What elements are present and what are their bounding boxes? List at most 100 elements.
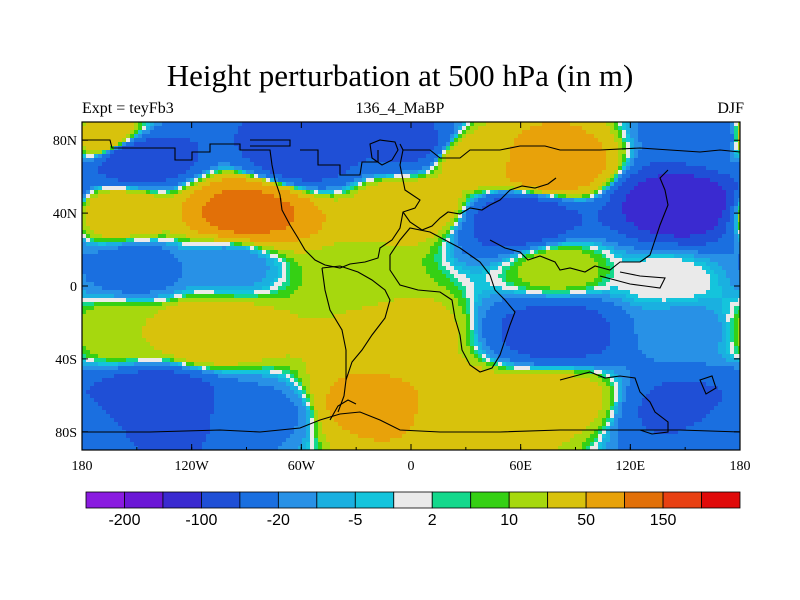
field-cell (210, 194, 215, 199)
field-cell (270, 390, 275, 395)
field-cell (226, 138, 231, 143)
field-cell (322, 414, 327, 419)
field-cell (130, 426, 135, 431)
field-cell (130, 386, 135, 391)
field-cell (182, 130, 187, 135)
field-cell (298, 438, 303, 443)
field-cell (198, 306, 203, 311)
field-cell (134, 130, 139, 135)
field-cell (90, 218, 95, 223)
field-cell (258, 250, 263, 255)
field-cell (182, 318, 187, 323)
field-cell (150, 254, 155, 259)
field-cell (318, 394, 323, 399)
field-cell (246, 142, 251, 147)
field-cell (238, 126, 243, 131)
field-cell (122, 278, 127, 283)
field-cell (234, 214, 239, 219)
field-cell (274, 294, 279, 299)
field-cell (90, 154, 95, 159)
field-cell (294, 258, 299, 263)
field-cell (302, 214, 307, 219)
field-cell (242, 374, 247, 379)
field-cell (186, 390, 191, 395)
field-cell (262, 134, 267, 139)
field-cell (270, 210, 275, 215)
field-cell (154, 214, 159, 219)
field-cell (226, 382, 231, 387)
field-cell (302, 278, 307, 283)
field-cell (170, 286, 175, 291)
field-cell (262, 242, 267, 247)
field-cell (310, 402, 315, 407)
field-cell (138, 446, 143, 450)
field-cell (186, 122, 191, 127)
field-cell (274, 150, 279, 155)
field-cell (302, 362, 307, 367)
field-cell (238, 166, 243, 171)
field-cell (194, 402, 199, 407)
field-cell (110, 382, 115, 387)
field-cell (282, 210, 287, 215)
field-cell (126, 154, 131, 159)
field-cell (86, 286, 91, 291)
field-cell (206, 238, 211, 243)
field-cell (322, 170, 327, 175)
field-cell (202, 210, 207, 215)
field-cell (322, 146, 327, 151)
field-cell (138, 418, 143, 423)
field-cell (150, 226, 155, 231)
field-cell (162, 282, 167, 287)
field-cell (154, 250, 159, 255)
field-cell (282, 394, 287, 399)
field-cell (102, 270, 107, 275)
field-cell (190, 390, 195, 395)
field-cell (266, 122, 271, 127)
field-cell (90, 142, 95, 147)
field-cell (270, 422, 275, 427)
field-cell (202, 254, 207, 259)
field-cell (138, 398, 143, 403)
field-cell (162, 194, 167, 199)
field-cell (314, 434, 319, 439)
field-cell (158, 402, 163, 407)
field-cell (210, 218, 215, 223)
field-cell (174, 166, 179, 171)
field-cell (266, 126, 271, 131)
field-cell (314, 170, 319, 175)
field-cell (242, 238, 247, 243)
field-cell (318, 150, 323, 155)
field-cell (122, 342, 127, 347)
field-cell (202, 238, 207, 243)
field-cell (294, 410, 299, 415)
field-cell (214, 146, 219, 151)
field-cell (318, 170, 323, 175)
field-cell (186, 374, 191, 379)
field-cell (310, 354, 315, 359)
field-cell (318, 254, 323, 259)
field-cell (126, 346, 131, 351)
field-cell (226, 378, 231, 383)
field-cell (230, 226, 235, 231)
field-cell (270, 234, 275, 239)
field-cell (294, 130, 299, 135)
field-cell (290, 422, 295, 427)
season-label: DJF (717, 100, 744, 117)
field-cell (118, 402, 123, 407)
field-cell (118, 162, 123, 167)
field-cell (122, 326, 127, 331)
field-cell (302, 274, 307, 279)
field-cell (110, 334, 115, 339)
field-cell (134, 190, 139, 195)
field-cell (294, 234, 299, 239)
field-cell (146, 138, 151, 143)
field-cell (258, 318, 263, 323)
field-cell (174, 186, 179, 191)
field-cell (230, 166, 235, 171)
field-cell (82, 142, 87, 147)
field-cell (226, 302, 231, 307)
field-cell (226, 266, 231, 271)
field-cell (246, 338, 251, 343)
field-cell (170, 326, 175, 331)
field-cell (306, 234, 311, 239)
